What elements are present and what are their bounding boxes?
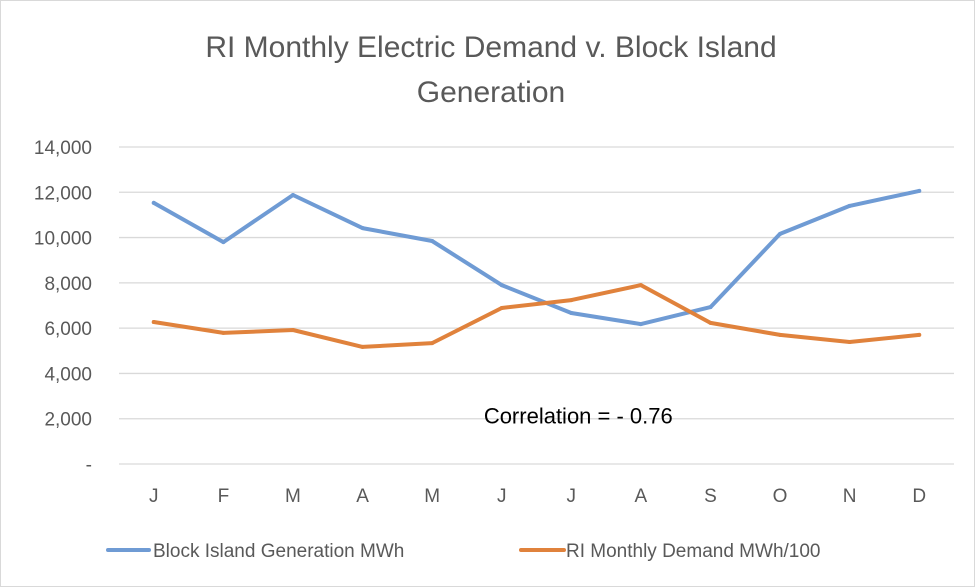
chart-title: RI Monthly Electric Demand v. Block Isla… (205, 31, 776, 109)
data-point[interactable] (499, 305, 504, 310)
y-tick-label: - (86, 455, 92, 476)
data-point[interactable] (499, 283, 504, 288)
legend-label-block-island-generation: Block Island Generation MWh (153, 541, 404, 562)
y-axis-ticks: - 2,000 4,000 6,000 8,000 10,000 12,000 14,000 (34, 138, 92, 476)
x-tick-label: N (843, 486, 857, 507)
data-point[interactable] (917, 188, 922, 193)
x-tick-label: M (424, 486, 440, 507)
series-line-ri-monthly-demand-mwh-100[interactable] (151, 283, 922, 349)
data-point[interactable] (778, 231, 783, 236)
data-point[interactable] (917, 332, 922, 337)
data-point[interactable] (221, 240, 226, 245)
x-tick-label: D (912, 486, 926, 507)
y-tick-label: 6,000 (44, 319, 92, 340)
y-tick-label: 12,000 (34, 183, 92, 204)
x-tick-label: J (497, 486, 507, 507)
data-point[interactable] (430, 238, 435, 243)
legend: Block Island Generation MWh RI Monthly D… (106, 541, 821, 562)
y-tick-label: 14,000 (34, 138, 92, 159)
data-point[interactable] (151, 200, 156, 205)
data-point[interactable] (778, 332, 783, 337)
x-tick-label: F (218, 486, 230, 507)
data-point[interactable] (290, 327, 295, 332)
y-tick-label: 8,000 (44, 274, 92, 295)
data-point[interactable] (708, 305, 713, 310)
data-point[interactable] (847, 339, 852, 344)
annotations: Correlation = - 0.76 (484, 403, 673, 428)
x-tick-label: J (567, 486, 577, 507)
legend-item-block-island-generation[interactable]: Block Island Generation MWh (106, 541, 404, 562)
data-point[interactable] (221, 330, 226, 335)
data-point[interactable] (847, 203, 852, 208)
gridlines (119, 146, 954, 465)
data-point[interactable] (430, 341, 435, 346)
chart-title-line-1: RI Monthly Electric Demand v. Block Isla… (205, 31, 776, 64)
data-point[interactable] (638, 322, 643, 327)
series-lines (151, 188, 922, 349)
legend-item-ri-monthly-demand[interactable]: RI Monthly Demand MWh/100 (519, 541, 821, 562)
data-point[interactable] (569, 298, 574, 303)
x-tick-label: O (773, 486, 788, 507)
series-line-block-island-generation-mwh[interactable] (151, 188, 922, 327)
y-tick-label: 4,000 (44, 364, 92, 385)
chart-title-line-2: Generation (417, 76, 565, 109)
x-tick-label: J (149, 486, 159, 507)
x-tick-label: M (285, 486, 301, 507)
y-tick-label: 10,000 (34, 229, 92, 250)
x-tick-label: A (356, 486, 369, 507)
legend-label-ri-monthly-demand: RI Monthly Demand MWh/100 (566, 541, 821, 562)
x-tick-label: A (635, 486, 648, 507)
data-point[interactable] (290, 193, 295, 198)
data-point[interactable] (708, 320, 713, 325)
data-point[interactable] (569, 310, 574, 315)
data-point[interactable] (360, 344, 365, 349)
data-point[interactable] (360, 226, 365, 231)
correlation-annotation: Correlation = - 0.76 (484, 403, 673, 428)
data-point[interactable] (151, 320, 156, 325)
x-tick-label: S (704, 486, 717, 507)
data-point[interactable] (638, 283, 643, 288)
y-tick-label: 2,000 (44, 410, 92, 431)
